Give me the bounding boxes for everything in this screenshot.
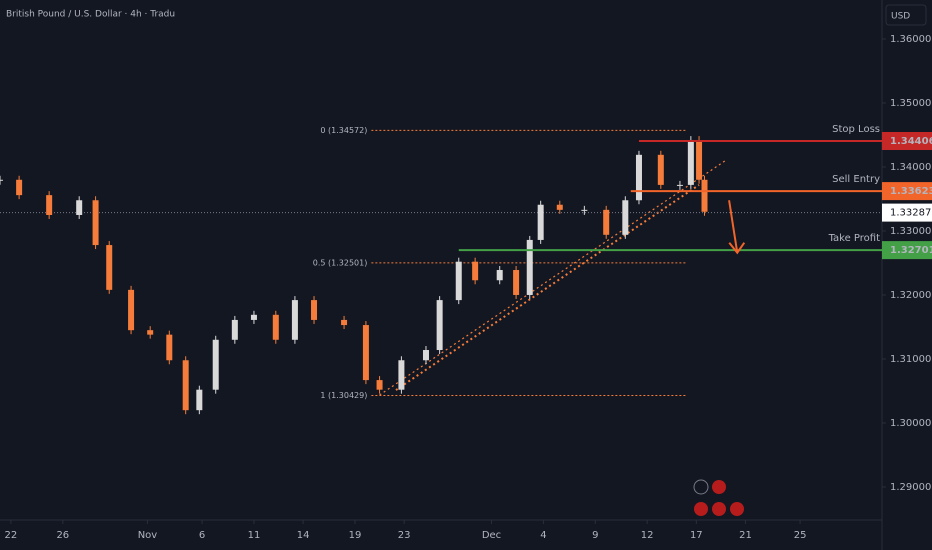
x-tick-label: 6 xyxy=(199,530,205,541)
candle-body xyxy=(537,204,544,240)
level-price-box xyxy=(882,241,932,260)
candle-body xyxy=(436,300,443,351)
fib-label: 0.5 (1.32501) xyxy=(313,258,368,267)
candle-body xyxy=(311,300,318,320)
y-tick-label: 1.32000 xyxy=(890,290,931,301)
x-tick-label: 14 xyxy=(297,530,310,541)
y-tick-label: 1.33000 xyxy=(890,226,931,237)
x-tick-label: 17 xyxy=(690,530,703,541)
candle-body xyxy=(526,239,533,295)
candle-body xyxy=(362,325,369,381)
y-tick-label: 1.36000 xyxy=(890,34,931,45)
x-tick-label: 4 xyxy=(540,530,546,541)
y-tick-label: 1.35000 xyxy=(890,98,931,109)
level-price-box xyxy=(882,182,932,201)
candle-body xyxy=(513,270,520,295)
level-name: Sell Entry xyxy=(832,174,880,185)
x-tick-label: 21 xyxy=(739,530,752,541)
candle-body xyxy=(128,289,135,331)
candle-body xyxy=(676,184,683,186)
chart-title: British Pound / U.S. Dollar · 4h · Tradu xyxy=(6,10,175,20)
candle-body xyxy=(701,179,708,212)
arrow xyxy=(728,200,739,253)
candle-body xyxy=(166,334,173,361)
x-tick-label: 25 xyxy=(794,530,807,541)
candle-body xyxy=(106,245,113,290)
x-tick-label: 9 xyxy=(592,530,598,541)
candle-body xyxy=(622,200,629,235)
x-tick-label: 22 xyxy=(5,530,18,541)
icon[interactable] xyxy=(712,480,726,494)
candle-body xyxy=(231,319,238,340)
trend-line xyxy=(395,184,700,391)
y-tick-label: 1.29000 xyxy=(890,482,931,493)
candle-body xyxy=(556,204,563,210)
x-tick-label: 12 xyxy=(641,530,654,541)
x-tick-label: 26 xyxy=(56,530,69,541)
level-price: 1.32701 xyxy=(890,245,932,256)
candle-body xyxy=(46,195,53,215)
candle-body xyxy=(182,360,189,411)
candle-body xyxy=(687,140,694,185)
candle-body xyxy=(422,350,429,361)
candle-body xyxy=(92,200,99,246)
level-price-box xyxy=(882,131,932,150)
x-tick-label: 23 xyxy=(398,530,411,541)
candle-body xyxy=(0,179,3,181)
currency: USD xyxy=(891,12,910,22)
candle-body xyxy=(76,200,83,215)
candle-body xyxy=(250,314,257,320)
candle-body xyxy=(376,380,383,390)
level-price: 1.33623 xyxy=(890,186,932,197)
icon[interactable] xyxy=(730,502,744,516)
level-price: 1.34406 xyxy=(890,136,932,147)
x-tick-label: 11 xyxy=(248,530,261,541)
currency-box[interactable] xyxy=(885,4,927,26)
level-name: Take Profit xyxy=(828,233,881,244)
candle-body xyxy=(291,300,298,340)
x-tick-label: 19 xyxy=(349,530,362,541)
candle-body xyxy=(581,209,588,211)
candle-body xyxy=(196,389,203,411)
candle-body xyxy=(603,209,610,235)
arrow-head xyxy=(728,242,746,255)
candle-body xyxy=(212,339,219,390)
candle-body xyxy=(496,270,503,281)
fib-label: 0 (1.34572) xyxy=(320,126,367,135)
candle-body xyxy=(696,140,703,180)
x-tick-label: Nov xyxy=(138,530,158,541)
icon[interactable] xyxy=(693,479,709,495)
candle-body xyxy=(16,179,23,196)
candle-body xyxy=(635,154,642,201)
candle-body xyxy=(455,261,462,301)
candle-body xyxy=(398,360,405,390)
last-price-box xyxy=(882,203,932,222)
fib-label: 1 (1.30429) xyxy=(320,391,367,400)
y-tick-label: 1.31000 xyxy=(890,354,931,365)
last-price-label: 1.33287 xyxy=(890,208,931,219)
icons xyxy=(693,479,744,516)
y-tick-label: 1.34000 xyxy=(890,162,931,173)
candle-body xyxy=(272,314,279,340)
icon[interactable] xyxy=(712,502,726,516)
candle-body xyxy=(657,154,664,185)
x-tick-label: Dec xyxy=(482,530,501,541)
y-tick-label: 1.30000 xyxy=(890,418,931,429)
level-name: Stop Loss xyxy=(832,124,880,135)
candle-body xyxy=(472,261,479,281)
icon[interactable] xyxy=(694,502,708,516)
candle-body xyxy=(341,319,348,326)
candle-body xyxy=(147,330,154,335)
